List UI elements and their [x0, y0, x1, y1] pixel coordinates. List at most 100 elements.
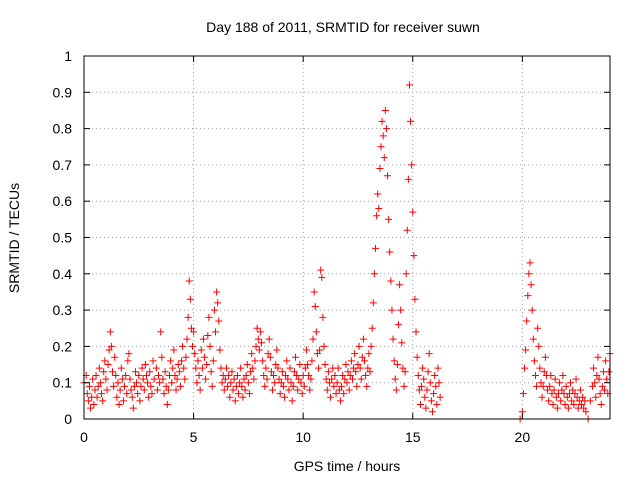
- x-tick-label: 20: [515, 429, 531, 445]
- data-point: [212, 328, 219, 336]
- y-tick-label: 1: [64, 48, 72, 64]
- data-point: [106, 328, 114, 336]
- data-point: [311, 302, 319, 310]
- data-point: [594, 353, 602, 361]
- data-point: [355, 342, 363, 350]
- data-point: [300, 382, 308, 390]
- data-point: [301, 364, 309, 372]
- data-point: [142, 371, 150, 379]
- data-point: [108, 368, 116, 376]
- data-point: [309, 335, 317, 343]
- data-point: [247, 368, 255, 376]
- data-point: [272, 361, 280, 369]
- data-point: [407, 117, 415, 125]
- data-point: [196, 386, 204, 394]
- x-tick-labels: 0 5 10 15 20: [80, 429, 530, 445]
- data-point: [333, 379, 341, 387]
- data-point: [90, 400, 98, 408]
- data-point: [136, 397, 144, 405]
- data-point: [430, 390, 438, 398]
- data-point: [281, 393, 289, 401]
- data-point: [277, 379, 285, 387]
- data-point: [104, 361, 112, 369]
- data-point: [182, 353, 190, 361]
- data-point: [271, 379, 279, 387]
- data-point: [235, 390, 243, 398]
- data-point: [208, 382, 216, 390]
- data-point: [176, 382, 184, 390]
- data-point: [424, 368, 432, 376]
- data-point: [171, 371, 179, 379]
- data-point: [128, 393, 136, 401]
- data-point: [432, 382, 440, 390]
- data-point: [369, 299, 377, 307]
- y-tick-label: 0: [64, 411, 72, 427]
- data-point: [297, 379, 305, 387]
- data-point: [248, 350, 256, 358]
- data-point: [557, 397, 565, 405]
- data-point: [178, 357, 186, 365]
- data-point: [286, 364, 294, 372]
- data-point: [410, 252, 418, 260]
- data-point: [539, 382, 547, 390]
- data-point: [254, 335, 262, 343]
- data-point: [145, 393, 153, 401]
- data-point: [398, 339, 406, 347]
- data-point: [327, 393, 335, 401]
- data-point: [343, 379, 351, 387]
- data-point: [401, 368, 409, 376]
- data-point: [389, 335, 397, 343]
- data-point: [218, 379, 226, 387]
- data-point: [563, 393, 571, 401]
- data-point: [544, 386, 552, 394]
- data-point: [571, 390, 579, 398]
- data-point: [173, 375, 181, 383]
- data-point: [375, 204, 383, 212]
- data-point: [193, 379, 201, 387]
- data-point: [521, 364, 529, 372]
- data-point: [183, 335, 191, 343]
- data-point: [390, 357, 398, 365]
- data-point: [534, 324, 542, 332]
- data-point: [149, 357, 157, 365]
- data-point: [319, 313, 327, 321]
- data-point: [586, 397, 594, 405]
- data-point: [380, 154, 388, 162]
- data-point: [195, 371, 203, 379]
- data-point: [192, 364, 200, 372]
- data-point: [361, 357, 369, 365]
- y-axis-label: SRMTID / TECUs: [6, 183, 22, 293]
- data-point: [427, 397, 435, 405]
- data-point: [393, 361, 401, 369]
- data-point: [385, 215, 393, 223]
- y-tick-label: 0.2: [53, 338, 73, 354]
- data-point: [572, 375, 580, 383]
- data-point: [285, 386, 293, 394]
- data-point: [274, 364, 282, 372]
- data-point: [526, 259, 534, 267]
- data-point: [155, 371, 163, 379]
- data-point: [306, 386, 314, 394]
- data-point: [266, 353, 274, 361]
- data-point: [291, 353, 299, 361]
- data-point: [98, 390, 106, 398]
- data-point: [91, 386, 99, 394]
- data-point: [169, 364, 177, 372]
- data-point: [127, 386, 135, 394]
- data-point: [84, 397, 92, 405]
- data-point: [137, 382, 145, 390]
- data-point: [313, 350, 321, 358]
- data-point: [321, 361, 329, 369]
- data-point: [296, 361, 304, 369]
- data-point: [141, 361, 149, 369]
- data-point: [172, 386, 180, 394]
- data-point: [156, 379, 164, 387]
- data-point: [530, 357, 538, 365]
- data-point: [251, 357, 259, 365]
- data-point: [373, 212, 381, 220]
- x-tick-label: 10: [295, 429, 311, 445]
- data-point: [531, 371, 539, 379]
- data-point: [213, 288, 221, 296]
- data-point: [92, 371, 100, 379]
